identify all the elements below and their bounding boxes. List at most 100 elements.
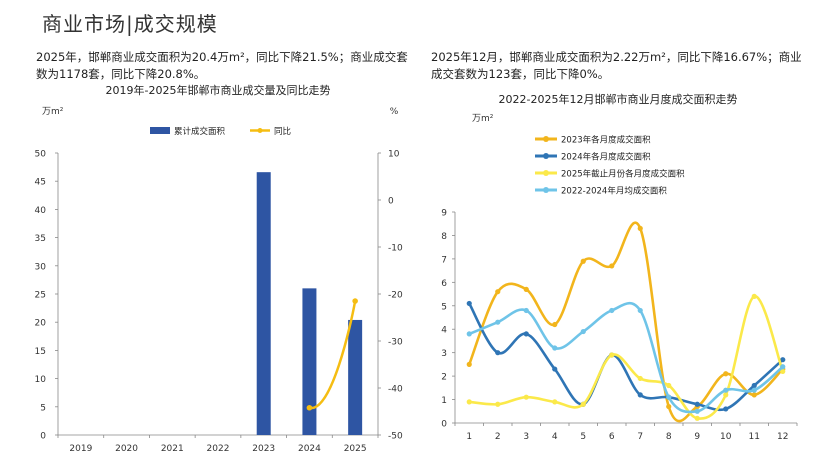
legend-label-2: 2024年各月度成交面积 — [561, 152, 651, 163]
yoy-point — [306, 404, 313, 411]
left-y-tick-label: 30 — [35, 262, 47, 272]
series-3-point — [466, 399, 472, 405]
series-4-point — [723, 387, 729, 393]
left-y-tick-label: 20 — [35, 319, 47, 329]
legend-line-label: 同比 — [274, 126, 291, 137]
y-tick-label: 0 — [441, 420, 447, 430]
left-summary-text: 2025年，邯郸商业成交面积为20.4万m²，同比下降21.5%；商业成交套数为… — [36, 50, 408, 81]
x-tick-label: 2022 — [207, 444, 230, 454]
series-1-point — [580, 258, 586, 264]
series-3-point — [694, 415, 700, 421]
legend-label-1: 2023年各月度成交面积 — [561, 135, 651, 146]
x-tick-label: 7 — [637, 432, 643, 442]
legend-bar-label: 累计成交面积 — [174, 126, 226, 137]
legend-line-marker — [257, 128, 263, 133]
right-chart-title: 2022-2025年12月邯郸市商业月度成交面积走势 — [499, 92, 738, 106]
series-2-point — [694, 401, 700, 407]
series-4-point — [495, 319, 501, 325]
y-tick-label: 8 — [441, 232, 447, 242]
right-y-tick-label: 10 — [388, 150, 400, 160]
legend-bar-swatch — [150, 127, 170, 134]
series-4-point — [666, 394, 672, 400]
series-2-point — [552, 366, 558, 372]
left-y-tick-label: 10 — [35, 375, 47, 385]
yoy-point — [352, 298, 358, 304]
x-tick-label: 6 — [609, 432, 615, 442]
right-y-tick-label: 0 — [388, 197, 394, 207]
y-tick-label: 5 — [441, 302, 447, 312]
series-3-point — [552, 399, 558, 405]
series-line-1 — [468, 221, 784, 423]
series-line-3 — [469, 295, 784, 420]
yoy-line — [309, 300, 357, 410]
series-2-point — [723, 406, 729, 412]
series-2-point — [523, 331, 529, 337]
series-4-point — [694, 408, 700, 414]
left-y-tick-label: 0 — [40, 432, 46, 442]
series-1-point — [666, 403, 672, 410]
series-4-point — [751, 387, 757, 393]
x-tick-label: 2025 — [344, 444, 367, 454]
series-3-point — [609, 352, 615, 358]
x-tick-label: 2024 — [298, 444, 321, 454]
series-1-point — [609, 263, 615, 269]
x-tick-label: 5 — [580, 432, 586, 442]
x-tick-label: 2019 — [69, 444, 92, 454]
series-3-point — [523, 394, 529, 400]
x-tick-label: 2020 — [115, 444, 138, 454]
page-title: 商业市场|成交规模 — [42, 12, 218, 36]
bar-2025 — [348, 319, 363, 435]
y-tick-label: 2 — [441, 373, 447, 383]
x-tick-label: 1 — [466, 432, 472, 442]
series-3-point — [495, 401, 501, 407]
series-3-point — [723, 392, 729, 398]
left-y-tick-label: 35 — [35, 234, 46, 244]
series-4-point — [523, 307, 529, 314]
legend-marker-1 — [543, 136, 549, 142]
bar-2023 — [256, 172, 271, 435]
series-4-point — [466, 331, 472, 337]
series-1-point — [552, 321, 558, 328]
left-y-tick-label: 5 — [40, 403, 46, 413]
x-tick-label: 4 — [552, 432, 558, 442]
legend-label-4: 2022-2024年月均成交面积 — [561, 186, 667, 197]
y-tick-label: 9 — [441, 209, 447, 219]
right-y-tick-label: -30 — [388, 338, 403, 348]
left-y-tick-label: 15 — [35, 347, 46, 357]
y-tick-label: 6 — [441, 279, 447, 289]
series-2-point — [495, 350, 501, 356]
left-y-tick-label: 40 — [35, 206, 47, 216]
series-3-point — [751, 293, 757, 299]
series-3-point — [666, 382, 672, 389]
series-1-point — [723, 371, 729, 377]
y-tick-label: 1 — [441, 396, 447, 406]
left-y-unit: 万m² — [42, 107, 64, 117]
left-y-tick-label: 50 — [35, 150, 47, 160]
right-y-tick-label: -50 — [388, 432, 403, 442]
x-tick-label: 2021 — [161, 444, 184, 454]
right-summary-text: 2025年12月，邯郸商业成交面积为2.22万m²，同比下降16.67%；商业成… — [431, 50, 802, 81]
x-tick-label: 12 — [777, 432, 788, 442]
x-tick-label: 3 — [523, 432, 529, 442]
legend-label-3: 2025年截止月份各月度成交面积 — [561, 169, 685, 180]
series-4-point — [580, 328, 586, 335]
legend-marker-3 — [543, 170, 549, 176]
y-tick-label: 7 — [441, 255, 447, 265]
series-2-point — [780, 357, 786, 363]
left-y-tick-label: 25 — [35, 291, 46, 301]
series-1-point — [466, 361, 472, 367]
legend-marker-2 — [543, 153, 549, 159]
series-1-point — [637, 225, 643, 232]
x-tick-label: 2023 — [252, 444, 275, 454]
series-1-point — [751, 392, 757, 398]
right-chart-y-unit: 万m² — [472, 114, 494, 124]
series-1-point — [495, 289, 501, 295]
series-2-point — [637, 392, 643, 398]
legend-marker-4 — [543, 187, 549, 193]
series-1-point — [523, 286, 529, 292]
series-3-point — [780, 368, 786, 375]
x-tick-label: 10 — [720, 432, 732, 442]
x-tick-label: 2 — [495, 432, 501, 442]
